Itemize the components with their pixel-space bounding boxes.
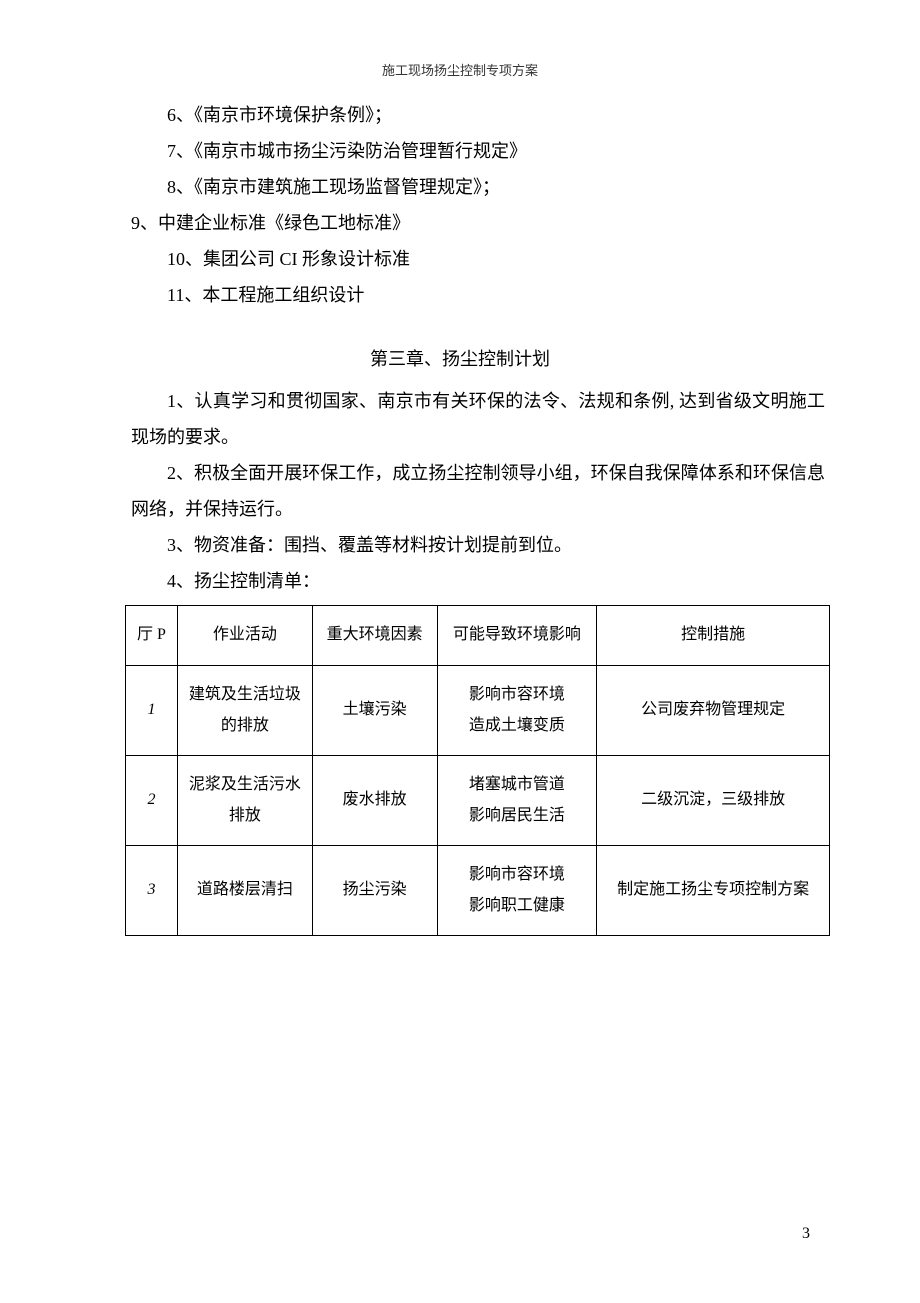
list-item: 8、《南京市建筑施工现场监督管理规定》； xyxy=(95,169,825,205)
table-header-cell: 作业活动 xyxy=(177,606,312,666)
table-cell-index: 1 xyxy=(126,666,178,756)
table-row: 1 建筑及生活垃圾 的排放 土壤污染 影响市容环境 造成土壤变质 公司废弃物管理… xyxy=(126,666,830,756)
table-cell: 影响市容环境 造成土壤变质 xyxy=(437,666,597,756)
table-cell-index: 3 xyxy=(126,846,178,936)
list-item: 11、本工程施工组织设计 xyxy=(95,277,825,313)
control-table: 厅 P 作业活动 重大环境因素 可能导致环境影响 控制措施 1 建筑及生活垃圾 … xyxy=(125,605,830,936)
table-cell: 制定施工扬尘专项控制方案 xyxy=(597,846,830,936)
list-item: 7、《南京市城市扬尘污染防治管理暂行规定》 xyxy=(95,133,825,169)
table-header-row: 厅 P 作业活动 重大环境因素 可能导致环境影响 控制措施 xyxy=(126,606,830,666)
table-cell: 影响市容环境 影响职工健康 xyxy=(437,846,597,936)
list-item: 6、《南京市环境保护条例》； xyxy=(95,97,825,133)
table-cell: 公司废弃物管理规定 xyxy=(597,666,830,756)
chapter-heading: 第三章、扬尘控制计划 xyxy=(95,341,825,377)
paragraphs-block: 1、认真学习和贯彻国家、南京市有关环保的法令、法规和条例, 达到省级文明施工现场… xyxy=(95,383,825,599)
page-number: 3 xyxy=(802,1225,810,1243)
document-header: 施工现场扬尘控制专项方案 xyxy=(95,60,825,79)
table-cell: 扬尘污染 xyxy=(312,846,437,936)
table-cell: 泥浆及生活污水 排放 xyxy=(177,756,312,846)
table-header-cell: 厅 P xyxy=(126,606,178,666)
list-item: 9、中建企业标准《绿色工地标准》 xyxy=(95,205,825,241)
table-cell-index: 2 xyxy=(126,756,178,846)
table-header-cell: 控制措施 xyxy=(597,606,830,666)
table-cell: 堵塞城市管道 影响居民生活 xyxy=(437,756,597,846)
paragraph: 3、物资准备：围挡、覆盖等材料按计划提前到位。 xyxy=(95,527,825,563)
paragraph: 1、认真学习和贯彻国家、南京市有关环保的法令、法规和条例, 达到省级文明施工现场… xyxy=(95,383,825,455)
table-cell: 道路楼层清扫 xyxy=(177,846,312,936)
table-cell: 废水排放 xyxy=(312,756,437,846)
table-row: 2 泥浆及生活污水 排放 废水排放 堵塞城市管道 影响居民生活 二级沉淀，三级排… xyxy=(126,756,830,846)
table-header-cell: 可能导致环境影响 xyxy=(437,606,597,666)
table-cell: 土壤污染 xyxy=(312,666,437,756)
table-cell: 二级沉淀，三级排放 xyxy=(597,756,830,846)
table-cell: 建筑及生活垃圾 的排放 xyxy=(177,666,312,756)
reference-list: 6、《南京市环境保护条例》； 7、《南京市城市扬尘污染防治管理暂行规定》 8、《… xyxy=(95,97,825,313)
list-item: 10、集团公司 CI 形象设计标准 xyxy=(95,241,825,277)
table-row: 3 道路楼层清扫 扬尘污染 影响市容环境 影响职工健康 制定施工扬尘专项控制方案 xyxy=(126,846,830,936)
table-header-cell: 重大环境因素 xyxy=(312,606,437,666)
paragraph: 2、积极全面开展环保工作，成立扬尘控制领导小组，环保自我保障体系和环保信息网络，… xyxy=(95,455,825,527)
paragraph: 4、扬尘控制清单： xyxy=(95,563,825,599)
